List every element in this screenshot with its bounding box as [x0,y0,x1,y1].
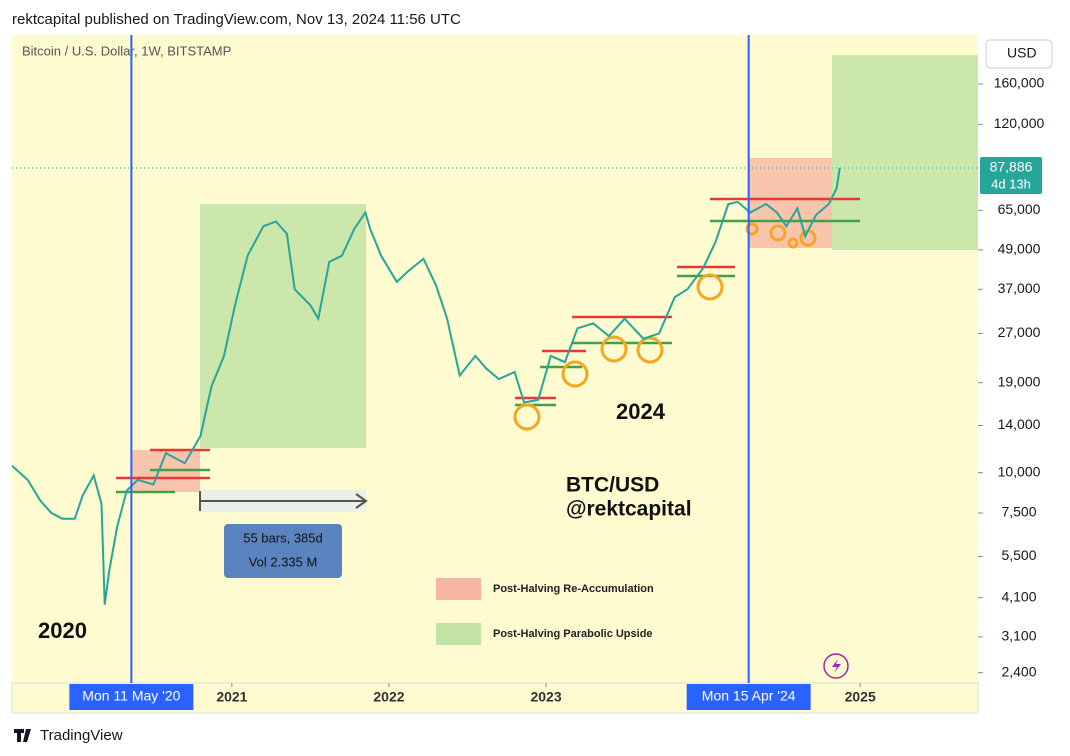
legend-label: Post-Halving Re-Accumulation [493,583,654,595]
x-tick-label: 2023 [530,689,561,705]
last-price-label: 87,886 [990,159,1033,175]
last-price-box [980,157,1042,195]
annotation: 2024 [616,399,666,424]
y-tick-label: 37,000 [998,280,1041,296]
y-tick-label: 5,500 [1001,547,1036,563]
y-tick-label: 10,000 [998,463,1041,479]
halving-label-box [686,684,811,710]
y-tick-label: 160,000 [994,75,1045,91]
x-tick-label: 2021 [216,689,247,705]
y-tick-label: 65,000 [998,201,1041,217]
legend-label: Post-Halving Parabolic Upside [493,628,653,640]
drawings [116,55,978,578]
y-tick-label: 7,500 [1001,504,1036,520]
measure-label: Vol 2.335 M [249,554,318,569]
logo [14,729,31,742]
y-tick-label: 4,100 [1001,588,1036,604]
legend: Post-Halving Re-Accumulation Post-Halving… [436,578,654,645]
halving-label-box [69,684,194,710]
y-tick-label: 2,400 [1001,663,1036,679]
countdown: 4d 13h [991,176,1031,191]
halving-label: Mon 15 Apr '24 [702,688,796,704]
upside-box [200,204,366,448]
reaccum-box [748,158,832,248]
y-tick-label: 19,000 [998,373,1041,389]
x-tick-label: 2025 [845,689,876,705]
x-tick-label: 2022 [373,689,404,705]
y-tick-label: 49,000 [998,241,1041,257]
measure-label: 55 bars, 385d [243,530,323,545]
retest-circles [513,222,817,431]
y-axis-label: USD [1007,45,1037,61]
y-tick-label: 14,000 [998,416,1041,432]
legend-swatch [436,578,481,600]
annotation: BTC/USD [566,474,659,497]
event-icon [823,653,849,679]
pane [12,35,978,683]
publisher: rektcapital published on TradingView.com… [12,11,461,28]
chart-title: Bitcoin / U.S. Dollar, 1W, BITSTAMP [22,43,231,58]
footer-brand: TradingView [40,727,123,744]
halving-label: Mon 11 May '20 [82,688,180,704]
price-axis [978,35,1060,713]
annotation: 2020 [38,618,87,643]
price-line [12,167,841,605]
event-icon [832,659,841,673]
y-tick-label: 120,000 [994,115,1045,131]
unit-box [985,39,1053,69]
y-tick-label: 3,100 [1001,628,1036,644]
upside-box [832,55,978,250]
plot [12,167,841,605]
measure [199,490,368,578]
annotation: @rektcapital [566,498,692,521]
legend-swatch [436,623,481,645]
y-tick-label: 27,000 [998,324,1041,340]
